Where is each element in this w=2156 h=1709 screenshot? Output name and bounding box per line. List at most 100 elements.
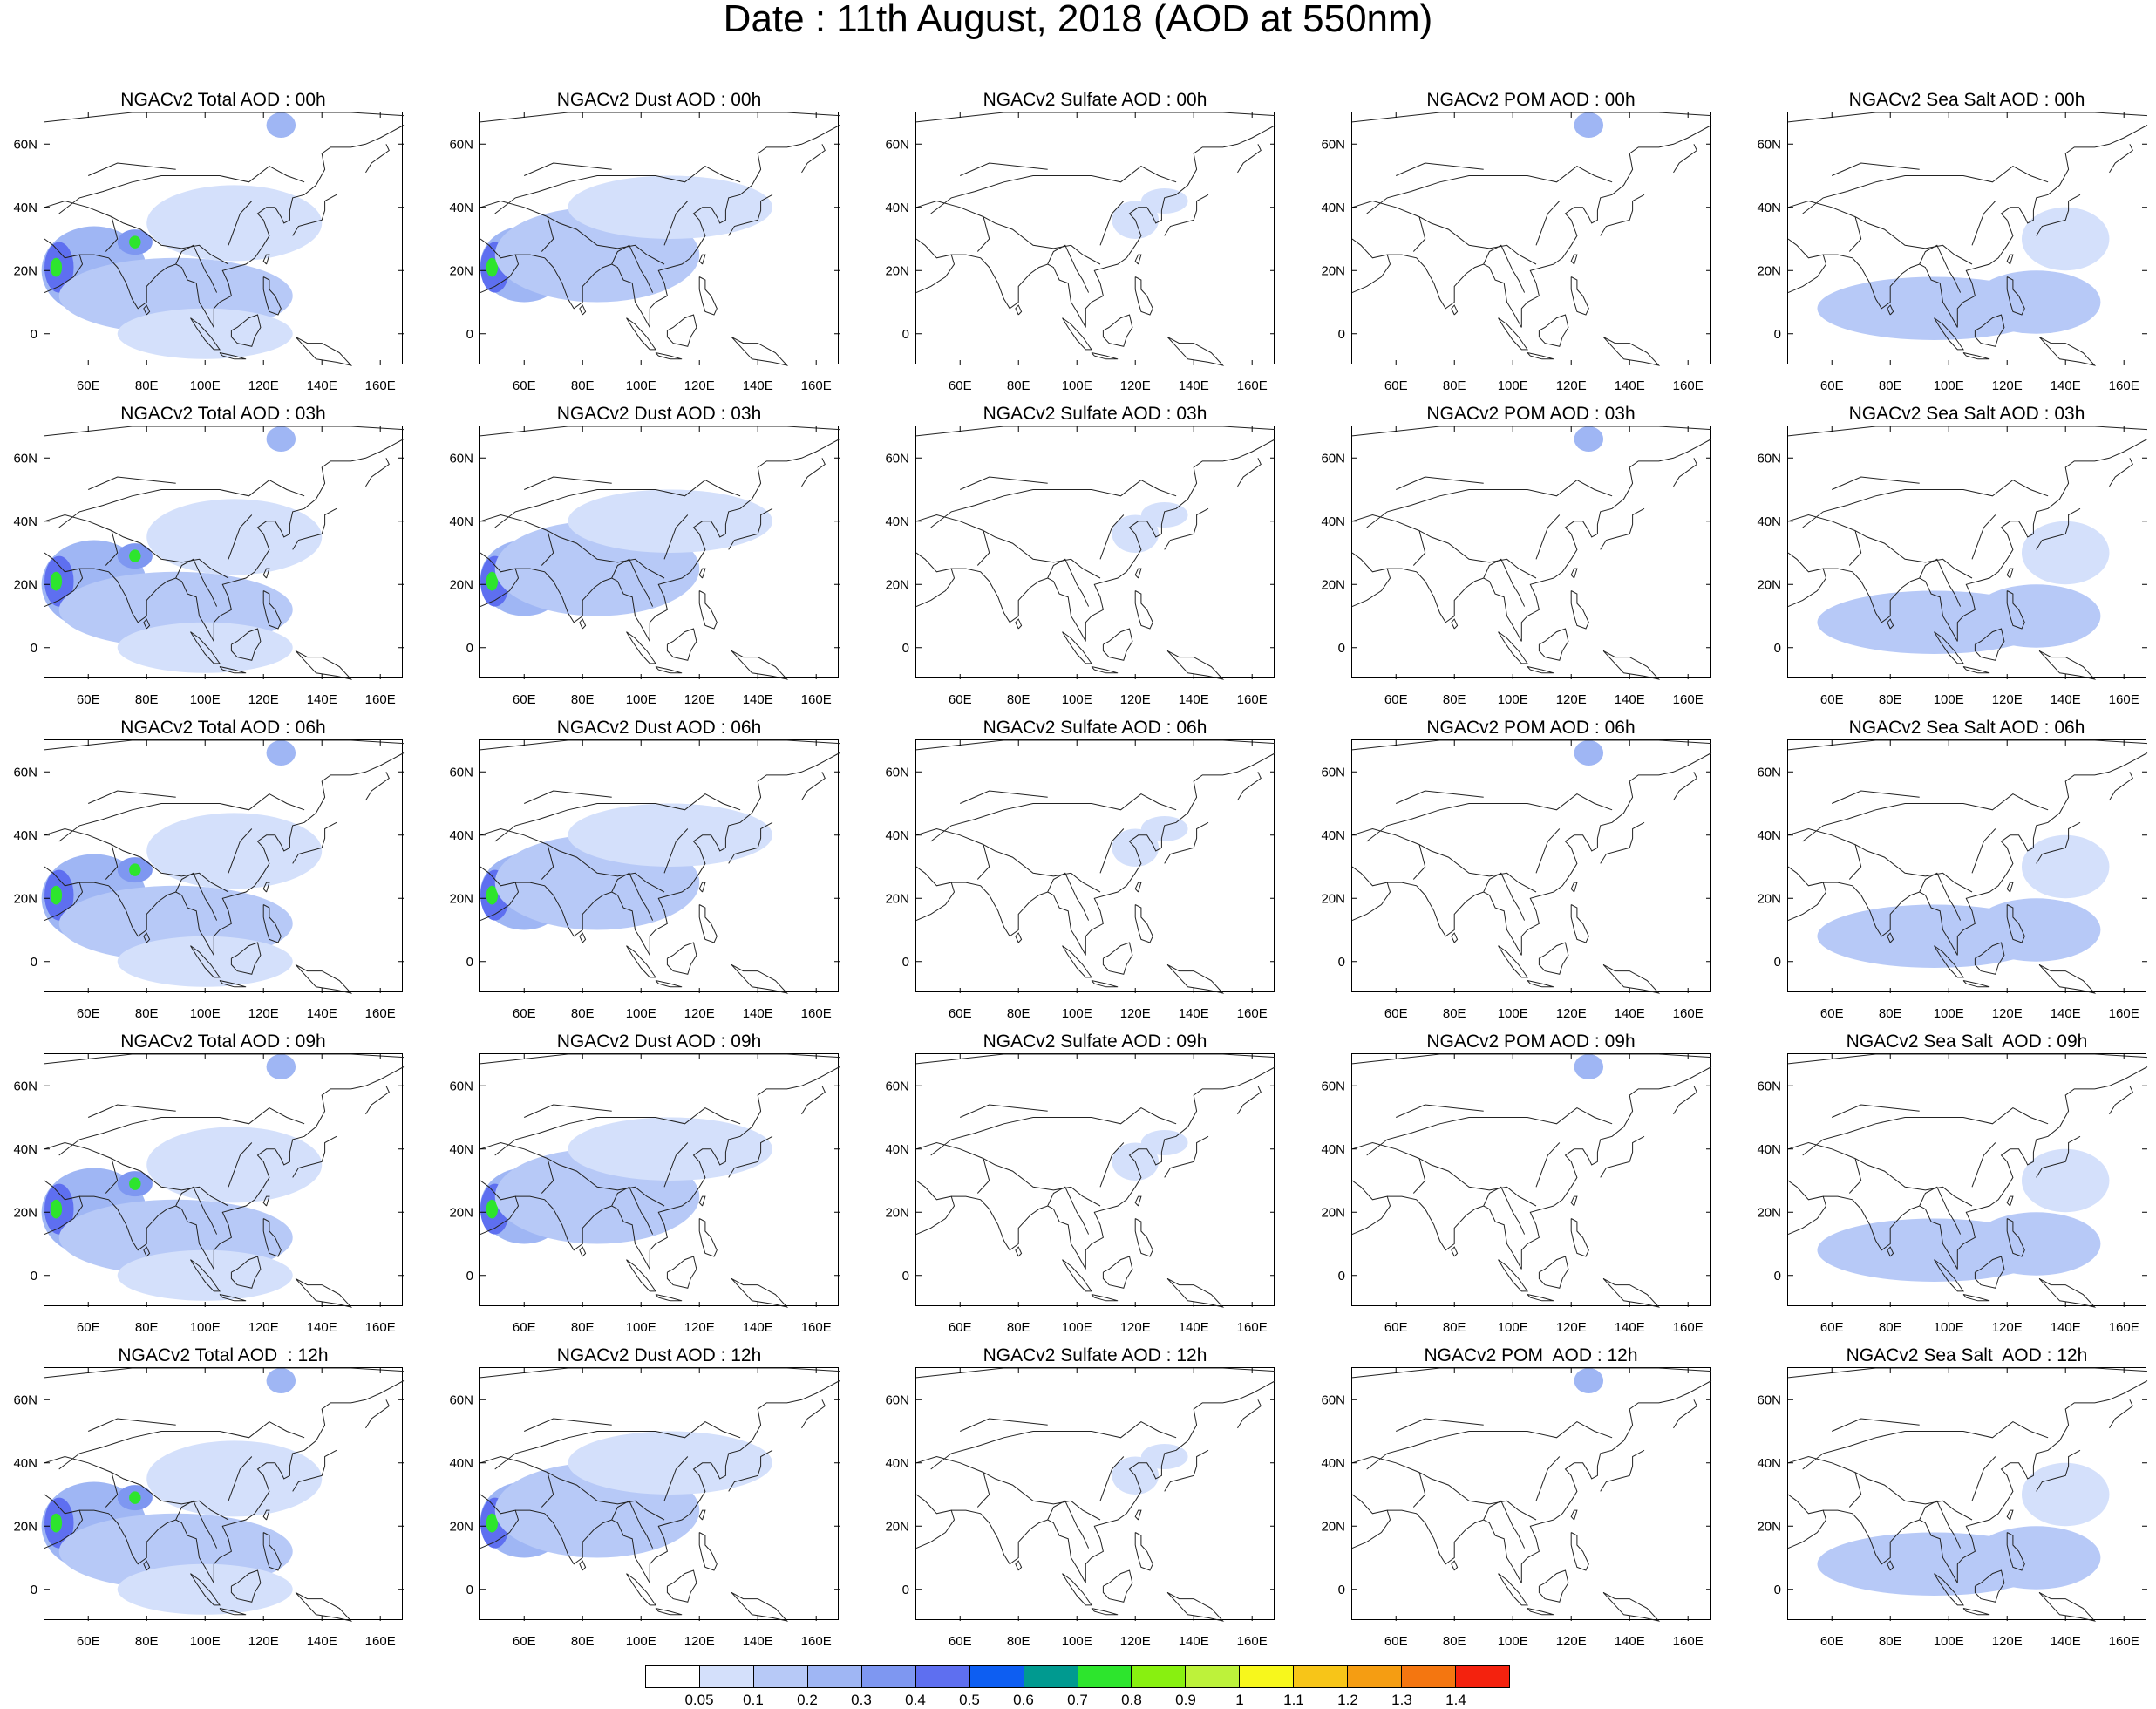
coastline-15 xyxy=(960,1418,1048,1432)
lat-tick-label: 20N xyxy=(885,263,909,278)
coastline-0 xyxy=(1351,238,1391,294)
lon-tick-label: 160E xyxy=(365,692,396,707)
aod-field-2 xyxy=(50,1199,63,1219)
map-panel-total-0: NGACv2 Total AOD : 00h 60E 80E 100E 120E 140E… xyxy=(13,91,405,393)
lat-tick-label: 0 xyxy=(1774,955,1781,970)
lat-tick-label: 40N xyxy=(885,828,909,843)
coastline-8 xyxy=(1962,666,1990,674)
coastline-4 xyxy=(2036,821,2081,864)
coastline-12 xyxy=(1351,739,1712,751)
coastline-7 xyxy=(1538,314,1569,347)
coastline-8 xyxy=(1091,666,1119,674)
coastline-2 xyxy=(1085,439,1276,642)
map-frame: 60E 80E 100E 120E 140E 160E 0 20N 40N 60N xyxy=(13,739,405,1021)
coastline-13 xyxy=(44,827,229,893)
aod-field-1 xyxy=(1972,1526,2101,1590)
aod-field-1 xyxy=(1972,898,2101,962)
coastline-7 xyxy=(666,1569,697,1603)
map-svg: 60E 80E 100E 120E 140E 160E 0 20N 40N 60N xyxy=(885,1367,1276,1649)
coastline-10 xyxy=(2038,963,2097,994)
aod-field-6 xyxy=(146,1440,323,1517)
coastline-3 xyxy=(2109,458,2133,487)
coastline-3 xyxy=(1673,458,1697,487)
coastline-8 xyxy=(655,666,683,674)
coastline-13 xyxy=(479,827,665,893)
colorbar: 0.05 0.1 0.2 0.3 0.4 0.5 0.6 0.7 0.8 0.9 1 1.1 1.2 1.… xyxy=(645,1665,1510,1708)
lat-tick-label: 60N xyxy=(1757,137,1781,152)
coastline-16 xyxy=(1412,530,1426,566)
lon-tick-label: 140E xyxy=(1615,1634,1645,1649)
coastline-6 xyxy=(1498,631,1528,664)
lon-tick-label: 160E xyxy=(801,692,832,707)
coastline-0 xyxy=(479,1180,520,1236)
coastline-3 xyxy=(801,458,826,487)
coastline-0 xyxy=(479,552,520,608)
coastline-5 xyxy=(579,1560,587,1571)
coastline-2 xyxy=(1956,752,2148,956)
coastline-12 xyxy=(915,1367,1276,1379)
lat-tick-label: 0 xyxy=(1774,1269,1781,1283)
coastline-14 xyxy=(58,480,305,528)
coastline-17 xyxy=(175,1500,218,1549)
lat-tick-label: 20N xyxy=(13,263,37,278)
lon-tick-label: 160E xyxy=(1673,1634,1704,1649)
coastline-17 xyxy=(175,872,218,921)
coastline-16 xyxy=(976,1158,990,1194)
coastline-13 xyxy=(44,514,229,579)
coastline-16 xyxy=(541,844,554,880)
lon-tick-label: 60E xyxy=(949,1320,972,1335)
panel-title: NGACv2 Sea Salt AOD : 06h xyxy=(1848,718,2085,738)
lon-tick-label: 160E xyxy=(365,1006,396,1021)
coastline-13 xyxy=(1351,1141,1537,1207)
coastline-14 xyxy=(1366,793,1613,842)
coastline-7 xyxy=(666,1256,697,1289)
coastline-16 xyxy=(105,1472,119,1508)
coastline-12 xyxy=(1351,112,1712,123)
map-panel-total-1: NGACv2 Total AOD : 03h 60E 80E 100E 120E 140E… xyxy=(13,405,405,707)
coastline-8 xyxy=(219,666,247,674)
lon-tick-label: 160E xyxy=(1237,1634,1268,1649)
panel-title: NGACv2 Total AOD : 09h xyxy=(120,1032,326,1052)
coastline-15 xyxy=(960,476,1048,490)
lat-tick-label: 60N xyxy=(1757,1392,1781,1407)
coastline-2 xyxy=(1520,125,1712,328)
aod-field-8 xyxy=(266,1054,296,1079)
coastline-15 xyxy=(1396,162,1484,176)
coastline-13 xyxy=(1787,1141,1973,1207)
coastline-10 xyxy=(1602,650,1661,680)
coastline-2 xyxy=(1085,1380,1276,1583)
coastline-16 xyxy=(541,1472,554,1508)
lat-tick-label: 40N xyxy=(13,514,37,529)
lon-tick-label: 100E xyxy=(1062,1320,1092,1335)
coastline-7 xyxy=(230,1256,262,1289)
lon-tick-label: 120E xyxy=(684,1320,715,1335)
panel-title: NGACv2 Sulfate AOD : 00h xyxy=(983,90,1207,110)
coastline-14 xyxy=(930,166,1177,214)
lat-tick-label: 0 xyxy=(1338,1269,1345,1283)
colorbar-box xyxy=(1078,1666,1132,1687)
colorbar-label: 1.2 xyxy=(1337,1692,1358,1708)
coastline-5 xyxy=(1887,1246,1894,1257)
lat-tick-label: 0 xyxy=(1774,327,1781,342)
map-svg: 60E 80E 100E 120E 140E 160E 0 20N 40N 60N xyxy=(1321,1367,1712,1649)
coastline-4 xyxy=(1600,821,1645,864)
map-panel-sulfate-3: NGACv2 Sulfate AOD : 09h 60E 80E 100E 120E 14… xyxy=(885,1032,1276,1335)
map-svg: 60E 80E 100E 120E 140E 160E 0 20N 40N 60N xyxy=(13,739,405,1021)
panel-title: NGACv2 POM AOD : 12h xyxy=(1424,1345,1638,1365)
coastline-16 xyxy=(1412,844,1426,880)
coastline-14 xyxy=(930,480,1177,528)
coastline-7 xyxy=(1974,314,2005,347)
lat-tick-label: 40N xyxy=(13,828,37,843)
lat-tick-label: 40N xyxy=(1321,1142,1345,1157)
lon-tick-label: 120E xyxy=(1120,1320,1151,1335)
coastline-7 xyxy=(1102,1569,1133,1603)
coastline-17 xyxy=(1047,1186,1090,1235)
coastline-1 xyxy=(79,568,214,642)
lat-tick-label: 0 xyxy=(31,1269,37,1283)
coastline-5 xyxy=(1451,304,1459,316)
coastline-6 xyxy=(1062,317,1092,351)
coastline-8 xyxy=(1527,980,1554,988)
coastline-2 xyxy=(1085,1066,1276,1270)
aod-field-7 xyxy=(117,1563,293,1615)
coastline-12 xyxy=(1351,426,1712,437)
